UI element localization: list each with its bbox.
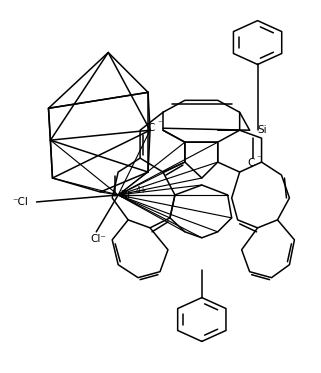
Text: C: C — [148, 123, 155, 133]
Text: C: C — [247, 158, 255, 168]
Text: ⁻: ⁻ — [256, 154, 261, 164]
Text: ⁻: ⁻ — [157, 120, 162, 129]
Text: ⁻Cl: ⁻Cl — [13, 197, 29, 207]
Text: Cl⁻: Cl⁻ — [90, 234, 106, 244]
Text: Zr: Zr — [120, 190, 132, 200]
Text: Si: Si — [257, 125, 267, 135]
Text: 4+: 4+ — [136, 186, 147, 195]
